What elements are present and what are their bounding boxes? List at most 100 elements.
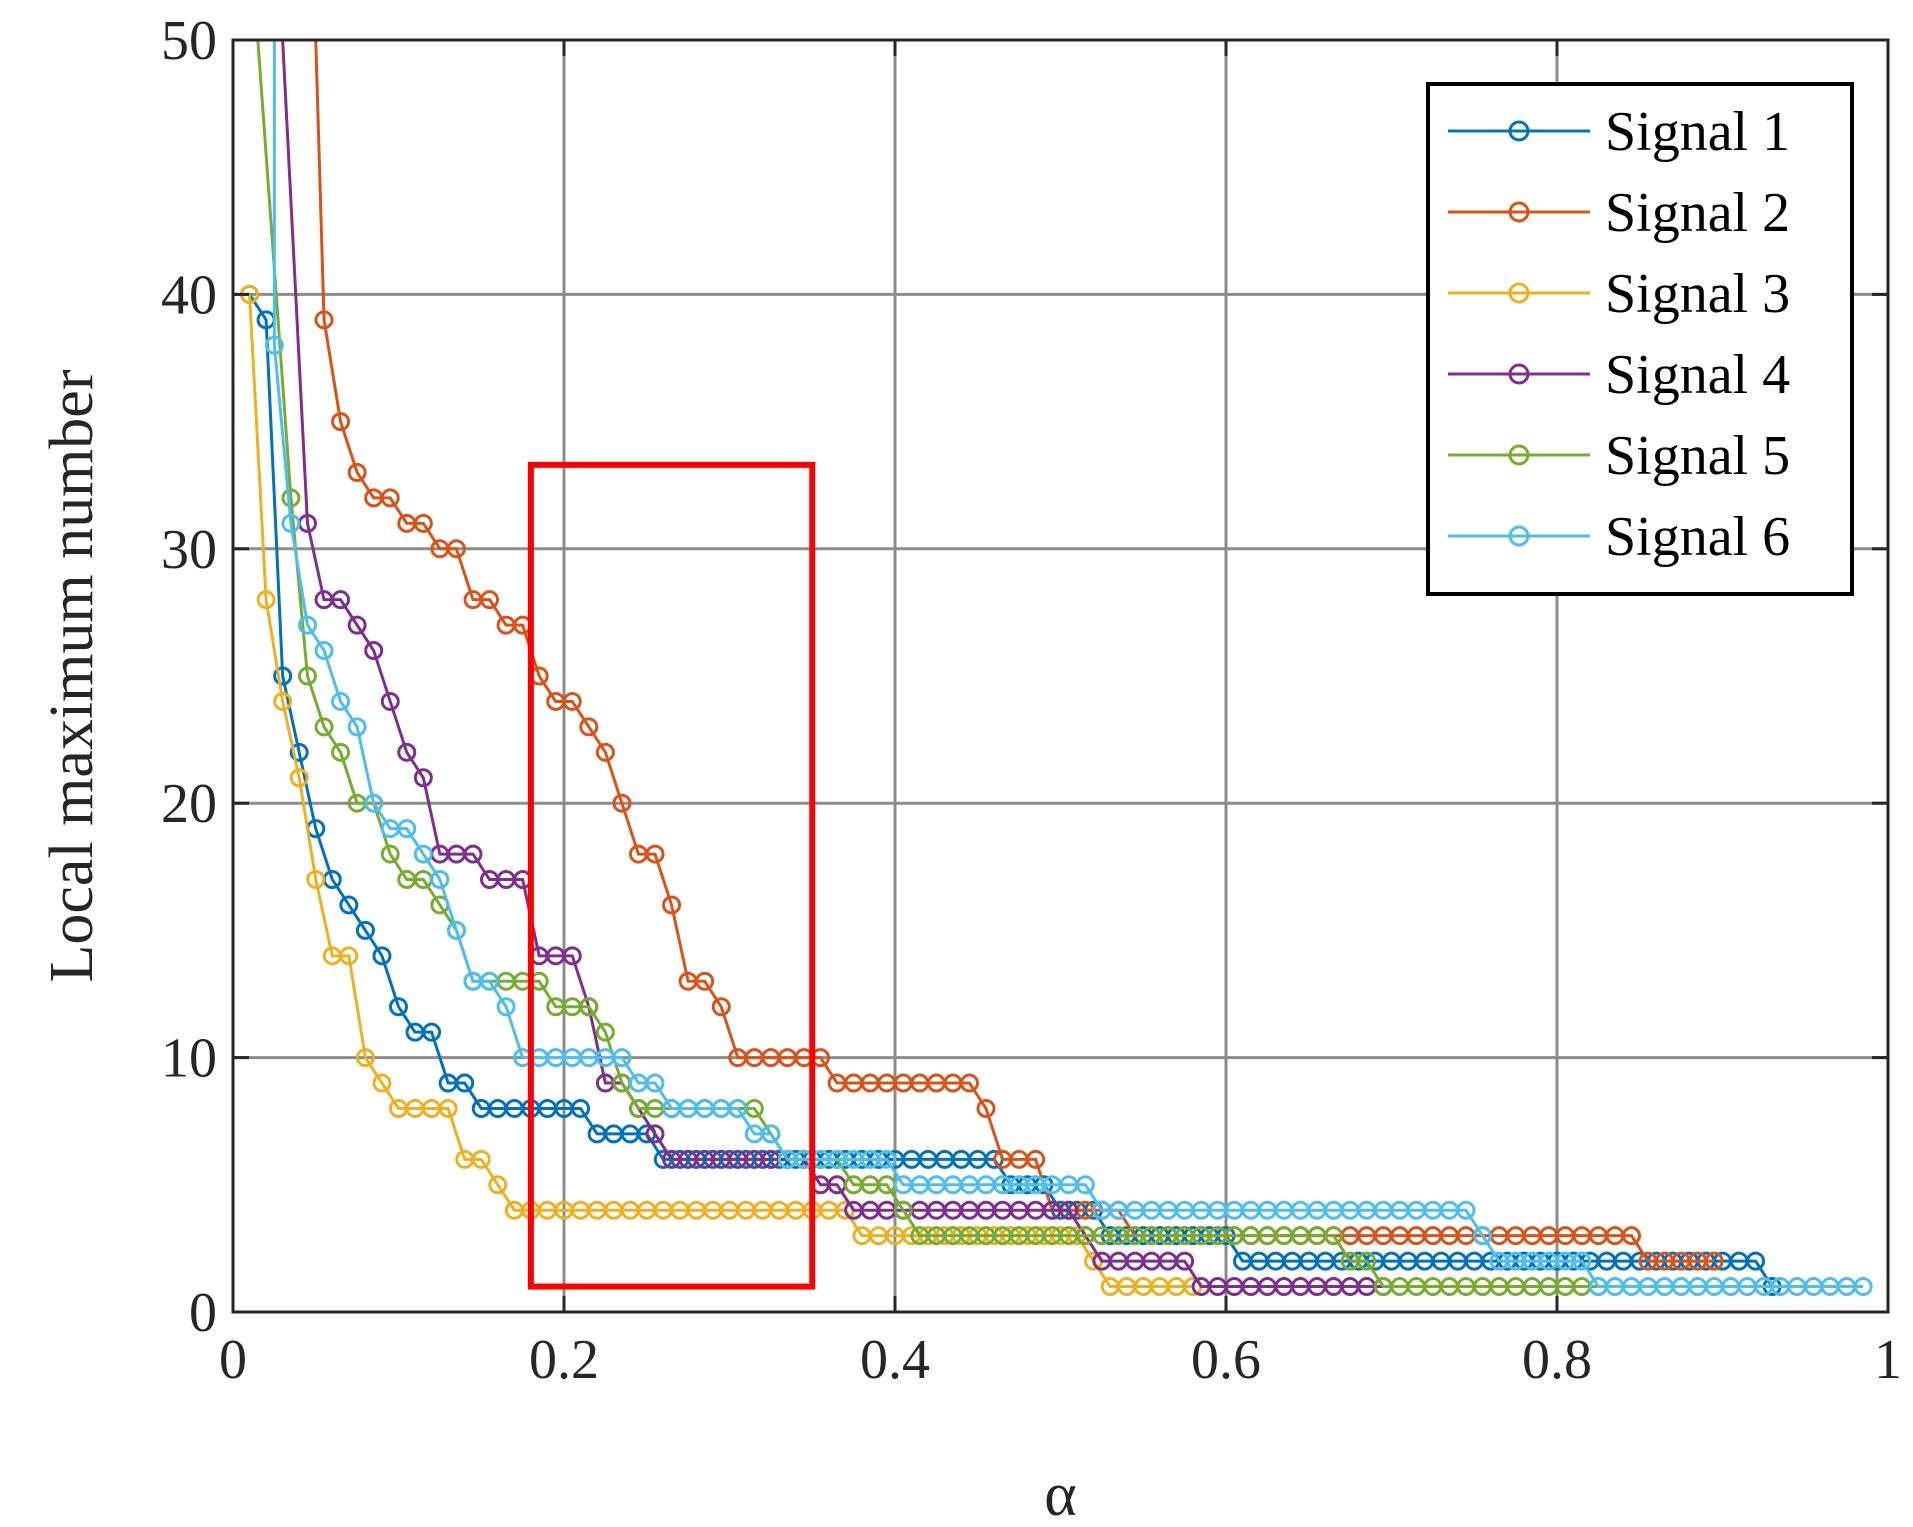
data-point: [877, 1149, 897, 1169]
data-point: [372, 1073, 392, 1093]
data-point: [1456, 1200, 1476, 1220]
legend-marker: [1508, 282, 1530, 304]
data-point: [380, 844, 400, 864]
legend: Signal 1 Signal 2 Signal 3 Signal 4 Signal 5…: [1426, 82, 1854, 596]
data-point: [595, 1022, 615, 1042]
data-point: [662, 895, 682, 915]
axes: [231, 38, 1890, 1314]
data-point: [1026, 1149, 1046, 1169]
plot-frame: [231, 38, 1890, 1314]
data-point: [397, 742, 417, 762]
data-point: [372, 946, 392, 966]
data-point: [289, 768, 309, 788]
data-point: [1357, 1251, 1377, 1271]
data-point: [413, 844, 433, 864]
data-point: [355, 1048, 375, 1068]
data-point: [728, 1098, 748, 1118]
x-tick-label: 0: [219, 1329, 247, 1391]
legend-marker: [1508, 201, 1530, 223]
legend-label: Signal 5: [1605, 425, 1790, 487]
data-point: [273, 691, 293, 711]
data-point: [413, 513, 433, 533]
y-tick-label: 20: [161, 773, 217, 835]
data-point: [306, 870, 326, 890]
x-axis-label: α: [1044, 1461, 1076, 1527]
data-point: [959, 1073, 979, 1093]
data-point: [331, 412, 351, 432]
legend-item-5: Signal 5: [1448, 425, 1790, 487]
data-point: [1324, 1226, 1344, 1246]
data-point: [380, 488, 400, 508]
data-point: [496, 997, 516, 1017]
data-point: [1572, 1251, 1592, 1271]
data-point: [695, 971, 715, 991]
data-point: [364, 793, 384, 813]
legend-label: Signal 3: [1605, 263, 1790, 325]
series-6: [264, 40, 1873, 1297]
data-point: [562, 691, 582, 711]
data-point: [331, 691, 351, 711]
data-point: [297, 615, 317, 635]
data-point: [488, 1175, 508, 1195]
data-point: [281, 488, 301, 508]
data-point: [413, 768, 433, 788]
data-point: [645, 1124, 665, 1144]
data-point: [612, 793, 632, 813]
y-tick-label: 50: [161, 10, 217, 72]
x-tick-label: 0.8: [1522, 1329, 1592, 1391]
legend-box: [1426, 82, 1854, 596]
data-point: [256, 590, 276, 610]
data-point: [711, 997, 731, 1017]
y-tick-label: 40: [161, 264, 217, 326]
legend-marker: [1508, 363, 1530, 385]
data-point: [364, 641, 384, 661]
data-point: [1473, 1226, 1493, 1246]
data-point: [446, 920, 466, 940]
series-line: [256, 40, 1599, 1289]
data-point: [612, 1048, 632, 1068]
data-point: [579, 717, 599, 737]
x-tick-label: 0.2: [529, 1329, 599, 1391]
data-point: [331, 590, 351, 610]
y-axis-ticks: 0 10 20 30 40 50: [161, 10, 217, 1344]
legend-item-2: Signal 2: [1448, 182, 1790, 244]
legend-label: Signal 1: [1605, 101, 1790, 163]
y-axis-label: Local maximum number: [38, 369, 106, 982]
y-tick-label: 0: [189, 1282, 217, 1344]
data-point: [314, 310, 334, 330]
data-point: [347, 717, 367, 737]
data-point: [471, 1149, 491, 1169]
data-point: [455, 1073, 475, 1093]
data-point: [480, 590, 500, 610]
data-point: [397, 819, 417, 839]
legend-item-1: Signal 1: [1448, 101, 1790, 163]
legend-item-4: Signal 4: [1448, 344, 1790, 406]
legend-marker: [1508, 525, 1530, 547]
data-point: [331, 742, 351, 762]
data-point: [976, 1098, 996, 1118]
data-point: [446, 539, 466, 559]
data-point: [273, 666, 293, 686]
series-line: [281, 40, 1384, 1289]
data-point: [1746, 1251, 1766, 1271]
y-tick-label: 30: [161, 519, 217, 581]
data-point: [264, 335, 284, 355]
data-point: [1853, 1277, 1873, 1297]
data-point: [314, 641, 334, 661]
data-point: [1621, 1226, 1641, 1246]
data-point: [562, 946, 582, 966]
data-point: [571, 1098, 591, 1118]
data-point: [480, 971, 500, 991]
data-point: [645, 1073, 665, 1093]
data-point: [380, 691, 400, 711]
series-layer: [240, 40, 1873, 1297]
legend-marker: [1508, 120, 1530, 142]
y-tick-label: 10: [161, 1028, 217, 1090]
data-point: [645, 844, 665, 864]
data-point: [314, 717, 334, 737]
legend-label: Signal 4: [1605, 344, 1790, 406]
data-point: [347, 615, 367, 635]
data-point: [389, 997, 408, 1017]
